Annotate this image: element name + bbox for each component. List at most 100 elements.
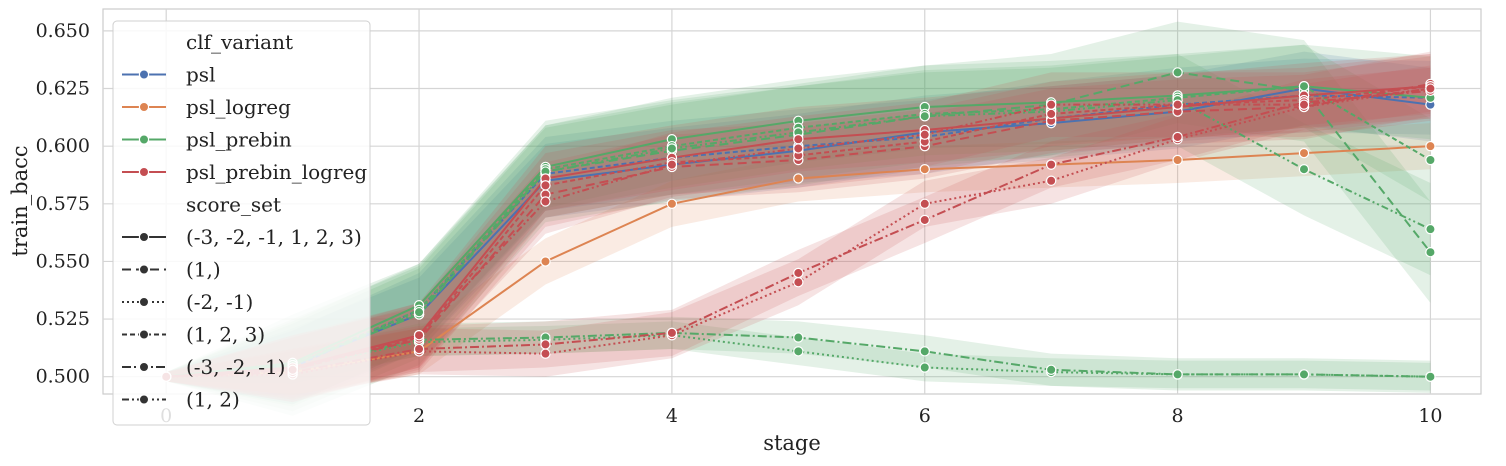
data-point bbox=[1045, 364, 1057, 375]
data-point bbox=[919, 111, 930, 122]
data-point bbox=[919, 346, 930, 357]
series-line bbox=[166, 85, 1431, 378]
data-point bbox=[413, 330, 425, 341]
data-point bbox=[1425, 247, 1436, 258]
x-axis-label: stage bbox=[763, 431, 821, 455]
data-point bbox=[1298, 369, 1310, 380]
confidence-band bbox=[166, 51, 1431, 403]
y-tick-labels: 0.500 0.525 0.550 0.575 0.600 0.625 0.650 bbox=[36, 20, 90, 388]
legend-marker bbox=[138, 101, 150, 113]
legend-title: score_set bbox=[186, 193, 281, 217]
y-tick-label: 0.500 bbox=[36, 366, 90, 388]
data-point bbox=[666, 159, 678, 170]
data-point bbox=[1425, 83, 1436, 94]
x-tick-label: 10 bbox=[1418, 405, 1442, 427]
legend-marker bbox=[138, 394, 150, 405]
legend-title: clf_variant bbox=[186, 30, 293, 54]
y-axis-label: train_bacc bbox=[8, 145, 32, 256]
y-tick-label: 0.600 bbox=[36, 135, 90, 157]
data-point bbox=[666, 198, 678, 210]
legend-label: (1, 2, 3) bbox=[186, 323, 265, 347]
data-point bbox=[1045, 99, 1057, 110]
confidence-band bbox=[166, 44, 1431, 405]
y-tick-label: 0.625 bbox=[36, 78, 90, 100]
data-point bbox=[793, 276, 804, 288]
confidence-band bbox=[166, 123, 1431, 396]
legend-label: (1,) bbox=[186, 258, 221, 282]
y-tick-label: 0.525 bbox=[36, 308, 90, 330]
x-tick-label: 6 bbox=[919, 405, 931, 427]
data-point bbox=[1298, 147, 1310, 159]
confidence-band bbox=[166, 67, 1431, 396]
data-point bbox=[793, 267, 804, 279]
legend-marker bbox=[138, 329, 150, 340]
y-tick-label: 0.650 bbox=[36, 20, 90, 42]
legend-label: (-3, -2, -1, 1, 2, 3) bbox=[186, 225, 362, 249]
legend-label: psl_prebin_logreg bbox=[186, 160, 367, 184]
data-point bbox=[666, 327, 678, 339]
legend-label: psl_logreg bbox=[186, 95, 291, 119]
series-line bbox=[166, 71, 1432, 378]
data-point bbox=[1298, 99, 1310, 110]
data-point bbox=[793, 143, 804, 154]
confidence-band bbox=[166, 51, 1431, 400]
data-point bbox=[540, 348, 551, 359]
legend-box bbox=[112, 20, 371, 426]
legend-label: (-2, -1) bbox=[186, 290, 253, 314]
x-tick-label: 4 bbox=[666, 405, 678, 427]
confidence-band bbox=[166, 53, 1431, 412]
data-point bbox=[540, 339, 551, 350]
data-point bbox=[793, 346, 804, 357]
confidence-band bbox=[166, 65, 1431, 398]
legend-label: (-3, -2, -1) bbox=[186, 355, 285, 379]
x-tick-label: 2 bbox=[413, 405, 425, 427]
data-point bbox=[1425, 371, 1436, 382]
confidence-band bbox=[166, 53, 1431, 400]
data-point bbox=[540, 196, 551, 207]
data-point bbox=[1045, 175, 1057, 186]
legend-marker bbox=[138, 69, 150, 80]
data-point bbox=[1172, 99, 1183, 110]
data-point bbox=[1425, 154, 1436, 166]
legend-marker bbox=[138, 296, 150, 308]
legend-marker bbox=[138, 134, 150, 145]
confidence-band bbox=[166, 316, 1431, 393]
data-point bbox=[1172, 154, 1183, 166]
confidence-band bbox=[166, 58, 1431, 405]
legend-label: psl_prebin bbox=[186, 128, 292, 152]
data-point bbox=[919, 129, 930, 140]
legend-marker bbox=[138, 166, 150, 178]
data-point bbox=[1045, 108, 1057, 120]
x-tick-label: 8 bbox=[1172, 405, 1184, 427]
data-point bbox=[919, 198, 930, 210]
data-point bbox=[1045, 159, 1057, 170]
legend-label: psl bbox=[186, 63, 215, 87]
legend-marker bbox=[138, 231, 150, 243]
data-point bbox=[1172, 369, 1183, 380]
data-point bbox=[540, 180, 551, 191]
data-point bbox=[919, 214, 930, 226]
confidence-band bbox=[166, 53, 1431, 403]
confidence-band bbox=[166, 21, 1431, 416]
data-point bbox=[1425, 223, 1436, 235]
data-point bbox=[919, 164, 930, 175]
legend-marker bbox=[138, 361, 150, 373]
data-point bbox=[666, 143, 678, 154]
y-tick-label: 0.550 bbox=[36, 250, 90, 272]
data-point bbox=[1425, 140, 1436, 152]
data-point bbox=[919, 362, 930, 373]
data-point bbox=[413, 306, 425, 318]
data-point bbox=[413, 343, 425, 355]
legend-label: (1, 2) bbox=[186, 388, 240, 412]
data-point bbox=[793, 332, 804, 343]
data-point bbox=[793, 173, 804, 184]
data-point bbox=[1298, 164, 1310, 175]
data-point bbox=[793, 134, 804, 145]
data-point bbox=[1172, 67, 1183, 78]
confidence-band bbox=[166, 44, 1431, 407]
data-point bbox=[1172, 131, 1183, 143]
y-tick-label: 0.575 bbox=[36, 193, 90, 215]
data-point bbox=[540, 256, 551, 267]
